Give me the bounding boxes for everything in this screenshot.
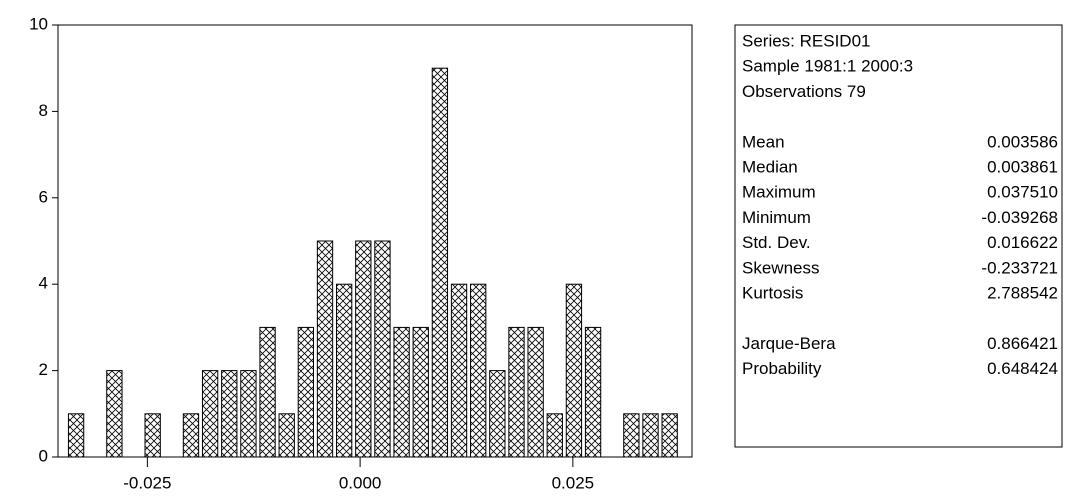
stats-box: [734, 24, 1063, 448]
x-tick-label: 0.025: [552, 473, 595, 492]
stat-label: Skewness: [742, 258, 819, 277]
bar: [393, 326, 410, 458]
bar: [297, 326, 315, 458]
bar: [489, 370, 506, 458]
stat-label: Std. Dev.: [742, 233, 811, 252]
stat-label: Kurtosis: [742, 283, 803, 302]
bar: [546, 413, 563, 458]
y-tick-label: 6: [39, 187, 48, 206]
bar: [67, 413, 85, 458]
bar: [106, 370, 123, 458]
stat-value: 2.788542: [987, 283, 1058, 302]
bar: [221, 370, 238, 458]
stat-value: 0.866421: [987, 334, 1058, 353]
x-tick-label: -0.025: [123, 473, 171, 492]
stat-label: Probability: [742, 359, 822, 378]
y-tick-label: 0: [39, 446, 48, 465]
bar: [450, 283, 468, 458]
bar: [431, 67, 449, 458]
stat-label: Maximum: [742, 183, 816, 202]
stat-label: Median: [742, 157, 798, 176]
bar: [584, 326, 602, 458]
bar: [316, 240, 334, 458]
bar: [565, 283, 583, 458]
stat-label: Minimum: [742, 208, 811, 227]
stat-value: 0.648424: [987, 359, 1058, 378]
stats-header: Series: RESID01: [742, 31, 871, 50]
bar: [240, 370, 257, 458]
bar: [259, 326, 276, 458]
stat-value: 0.016622: [987, 233, 1058, 252]
bar: [642, 413, 659, 458]
y-tick-label: 8: [39, 101, 48, 120]
stats-header: Observations 79: [742, 82, 866, 101]
bar: [201, 370, 219, 458]
stat-label: Mean: [742, 132, 785, 151]
bar: [335, 283, 353, 458]
stat-label: Jarque-Bera: [742, 334, 836, 353]
stat-value: -0.039268: [981, 208, 1058, 227]
bar: [278, 413, 295, 458]
bar: [527, 326, 544, 458]
stat-value: 0.003586: [987, 132, 1058, 151]
y-tick-label: 4: [39, 274, 48, 293]
stat-value: 0.037510: [987, 183, 1058, 202]
x-tick-label: 0.000: [339, 473, 382, 492]
stats-header: Sample 1981:1 2000:3: [742, 57, 913, 76]
stat-value: -0.233721: [981, 258, 1058, 277]
bar: [470, 283, 487, 458]
bar: [144, 413, 161, 458]
stat-value: 0.003861: [987, 157, 1058, 176]
bar: [412, 326, 429, 458]
bar: [661, 413, 678, 458]
bar: [623, 413, 640, 458]
bar: [182, 413, 200, 458]
y-tick-label: 2: [39, 360, 48, 379]
y-tick-label: 10: [29, 14, 48, 33]
bar: [508, 326, 525, 458]
bar: [374, 240, 391, 458]
bar: [355, 240, 372, 458]
